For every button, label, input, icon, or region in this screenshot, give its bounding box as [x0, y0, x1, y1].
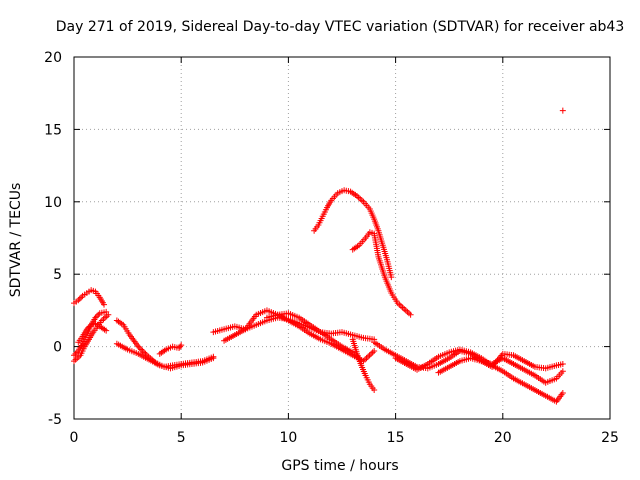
- data-point: [105, 311, 112, 318]
- data-point: [85, 324, 92, 331]
- x-tick-label: 20: [494, 430, 512, 446]
- y-tick-label: 5: [53, 267, 62, 283]
- series-track-g: [156, 342, 185, 357]
- data-point: [71, 352, 77, 359]
- data-point: [103, 327, 110, 334]
- data-point: [86, 323, 93, 330]
- x-tick-labels: 0 5 10 15 20 25: [70, 430, 619, 446]
- x-tick-label: 0: [70, 430, 79, 446]
- data-point: [101, 301, 108, 308]
- series-track-m: [349, 229, 414, 318]
- data-point: [93, 313, 100, 320]
- x-axis-label: GPS time / hours: [281, 458, 398, 474]
- y-tick-label: 20: [44, 50, 62, 66]
- y-axis-label: SDTVAR / TECUs: [8, 183, 24, 298]
- series-track-l: [311, 187, 395, 281]
- data-point: [371, 347, 378, 354]
- chart-title: Day 271 of 2019, Sidereal Day-to-day VTE…: [56, 19, 625, 35]
- data-point: [78, 294, 85, 301]
- axis-ticks: [73, 56, 611, 420]
- series-outlier: [559, 107, 566, 114]
- data-point: [72, 350, 79, 357]
- series-track-p: [435, 350, 566, 376]
- data-point: [559, 107, 566, 114]
- data-point: [366, 352, 373, 359]
- data-point: [83, 326, 90, 333]
- y-tick-label: -5: [48, 412, 62, 428]
- data-point: [559, 368, 566, 375]
- data-point: [407, 311, 414, 318]
- data-point: [371, 387, 378, 394]
- data-point: [559, 360, 566, 367]
- data-point: [178, 342, 185, 349]
- y-tick-label: 10: [44, 195, 62, 211]
- data-point: [365, 353, 372, 360]
- data-point: [559, 389, 566, 396]
- series-track-c: [71, 311, 112, 365]
- x-tick-label: 5: [177, 430, 186, 446]
- data-point: [139, 347, 146, 354]
- data-point: [368, 350, 375, 357]
- data-point: [210, 355, 217, 362]
- series-track-k: [349, 336, 378, 394]
- y-tick-labels: -5 0 5 10 15 20: [44, 50, 62, 428]
- series-track-h: [210, 314, 378, 343]
- data-point: [136, 345, 143, 352]
- data-point: [369, 349, 376, 356]
- x-tick-label: 15: [387, 430, 405, 446]
- data-point: [73, 349, 80, 356]
- data-series: [71, 107, 566, 405]
- x-tick-label: 10: [279, 430, 297, 446]
- x-tick-label: 25: [601, 430, 619, 446]
- y-tick-label: 15: [44, 122, 62, 138]
- data-point: [177, 343, 184, 350]
- series-track-o: [392, 346, 566, 405]
- data-point: [388, 274, 395, 281]
- data-point: [76, 295, 83, 302]
- plot-frame: [73, 56, 611, 420]
- series-track-f: [113, 340, 217, 372]
- series-track-d: [75, 320, 110, 346]
- y-tick-label: 0: [53, 340, 62, 356]
- data-point: [135, 343, 142, 350]
- data-point: [95, 311, 102, 318]
- data-point: [75, 297, 82, 304]
- data-point: [92, 314, 99, 321]
- grid-lines: [74, 57, 610, 419]
- data-point: [138, 346, 145, 353]
- series-track-a: [71, 287, 108, 308]
